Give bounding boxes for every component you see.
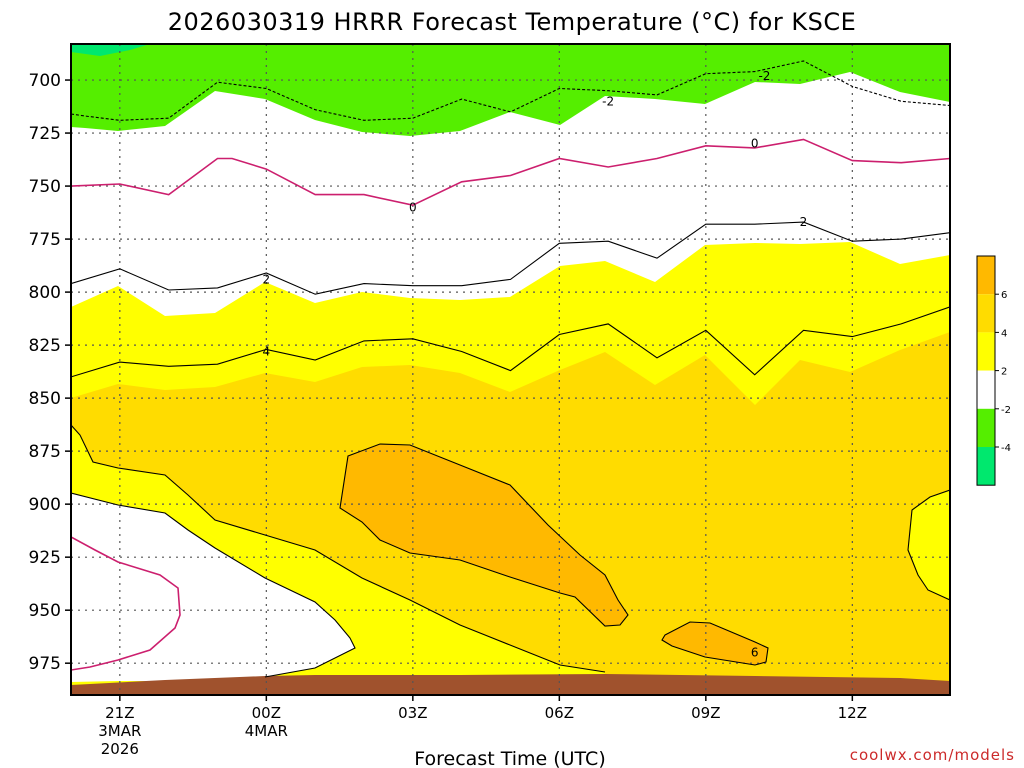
fill-teal-spot [71, 44, 150, 56]
contour-line-4 [71, 306, 950, 378]
x-tick-label: 12Z [838, 704, 867, 722]
plot-area [71, 44, 950, 695]
colorbar-swatch [977, 370, 995, 409]
y-tick-label: 825 [29, 336, 61, 356]
fill-green-top [71, 44, 950, 136]
colorbar-tick-label: 2 [1001, 367, 1007, 378]
colorbar-tick-label: 6 [1001, 290, 1007, 301]
contour-line--2 [71, 60, 950, 121]
x-tick-label: 09Z [691, 704, 720, 722]
contour-label: 6 [751, 646, 759, 660]
y-tick-label: 725 [29, 124, 61, 144]
x-axis-label: Forecast Time (UTC) [414, 748, 605, 768]
colorbar-legend: 6 4 2 -2 -4 [976, 255, 1011, 486]
chart-title: 2026030319 HRRR Forecast Temperature (°C… [168, 8, 857, 36]
contour-line-4-lower-left [71, 424, 606, 673]
y-tick-label: 975 [29, 654, 61, 674]
colorbar-tick-label: -4 [1001, 443, 1011, 454]
x-tick-label: 00Z [252, 704, 281, 722]
x-tick-label: 03Z [398, 704, 427, 722]
y-axis: 700 725 750 775 800 825 850 875 900 925 950 975 [29, 71, 71, 674]
colorbar-tick-label: 4 [1001, 328, 1007, 339]
x-tick-year-label: 2026 [101, 740, 139, 758]
fill-orange-blob-main [340, 444, 628, 626]
y-tick-label: 800 [29, 283, 61, 303]
y-tick-label: 750 [29, 177, 61, 197]
contour-line-6-small-blob [661, 621, 769, 666]
colorbar-swatch [977, 447, 995, 486]
fill-orange-blob-small [662, 622, 768, 665]
y-tick-label: 925 [29, 548, 61, 568]
y-tick-label: 950 [29, 601, 61, 621]
contour-line-6-main-blob [339, 443, 629, 627]
colorbar-swatch [977, 294, 995, 333]
contour-label: 4 [263, 344, 271, 358]
contour-labels: -2 -2 0 0 2 2 4 6 [263, 69, 808, 660]
credit-text: coolwx.com/models [850, 746, 1015, 764]
contour-line-4-right-lobe [907, 489, 950, 601]
contour-line-2 [71, 221, 950, 295]
fill-white-lower-left [71, 493, 355, 682]
contour-line-2-lower-left [71, 492, 356, 678]
fill-yellow-right-lobe [908, 490, 950, 600]
plot-frame [70, 43, 951, 696]
contour-label: 2 [263, 272, 271, 286]
contour-line-0 [71, 138, 950, 207]
x-tick-date-label: 3MAR [98, 722, 141, 740]
y-tick-label: 775 [29, 230, 61, 250]
contour-label: 0 [751, 137, 759, 151]
contour-label: 0 [409, 200, 417, 214]
y-tick-label: 900 [29, 495, 61, 515]
x-tick-date-label: 4MAR [245, 722, 288, 740]
colorbar-swatch [977, 332, 995, 371]
fill-white-upper [71, 44, 950, 316]
y-tick-label: 875 [29, 442, 61, 462]
y-tick-label: 700 [29, 71, 61, 91]
contour-line-0-lower-left [71, 536, 181, 671]
colorbar-tick-label: -2 [1001, 405, 1011, 416]
x-tick-label: 21Z [105, 704, 134, 722]
contour-label: -2 [602, 94, 614, 108]
contour-lines [71, 60, 950, 678]
x-tick-label: 06Z [545, 704, 574, 722]
colorbar-swatch [977, 256, 995, 295]
contour-label: -2 [758, 69, 770, 83]
terrain-fill [71, 674, 950, 695]
y-tick-label: 850 [29, 389, 61, 409]
contour-label: 2 [800, 215, 808, 229]
colorbar-swatch [977, 408, 995, 447]
